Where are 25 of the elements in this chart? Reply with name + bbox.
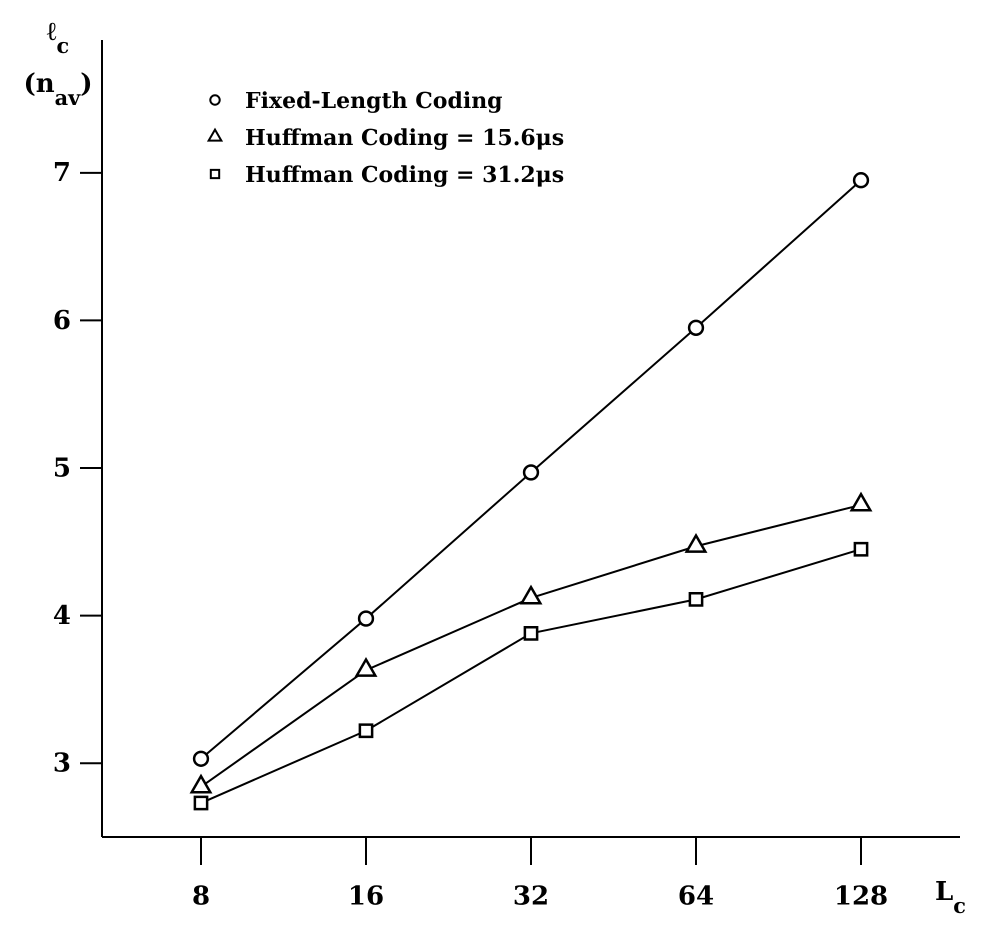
point (358, 610, 374, 627)
x-tick-label: 128 (834, 881, 888, 912)
x-tick-label: 8 (192, 881, 210, 912)
y-tick-label: 6 (52, 306, 71, 336)
point (852, 172, 870, 188)
legend-label: Huffman Coding = 15.6μs (245, 125, 564, 151)
legend-label: Fixed-Length Coding (245, 88, 503, 114)
y-tick-label: 4 (52, 600, 71, 631)
point (688, 592, 704, 607)
point (192, 750, 210, 767)
point (854, 542, 868, 557)
point (688, 320, 704, 336)
x-axis-title: L$_{c}$ (935, 877, 966, 918)
point (358, 723, 374, 738)
x-tick-label: 16 (348, 881, 384, 912)
y-tick-label: 3 (52, 748, 71, 779)
point (194, 796, 208, 810)
legend-label: Huffman Coding = 31.2μs (245, 162, 564, 188)
point (524, 626, 538, 641)
y-tick-label: 5 (52, 453, 71, 484)
y-tick-label: 7 (52, 158, 71, 188)
x-tick-label: 32 (512, 881, 550, 912)
x-tick-label: 64 (678, 881, 714, 912)
y-axis-title: ℓ$_{c}$ (n$_{av}$) (23, 17, 93, 110)
point (522, 464, 540, 481)
